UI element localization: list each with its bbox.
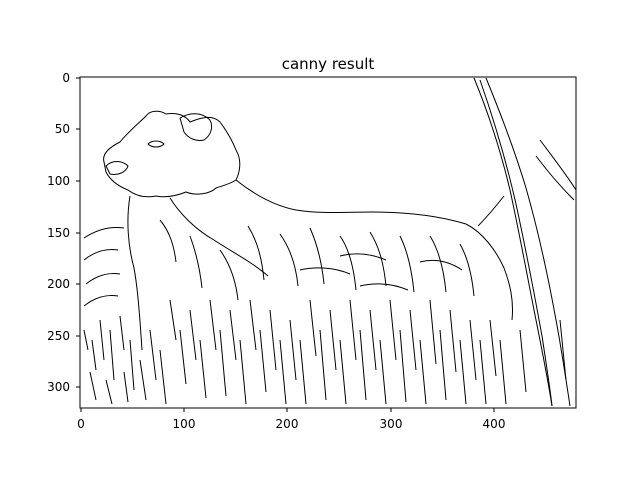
edge-branch-2	[535, 155, 575, 201]
x-tick-label: 100	[173, 417, 196, 431]
edge-texture-3	[83, 227, 463, 307]
x-tick-label: 0	[77, 417, 85, 431]
x-tick-label: 300	[380, 417, 403, 431]
y-tick-label: 300	[47, 380, 70, 394]
edge-dog-chest	[127, 195, 143, 351]
x-tick-label: 400	[483, 417, 506, 431]
y-tick-label: 100	[47, 174, 70, 188]
edge-trunk-left	[473, 77, 553, 407]
y-tick-label: 50	[55, 122, 70, 136]
x-axis: 0 100 200 300 400	[77, 408, 505, 431]
y-tick-label: 0	[62, 71, 70, 85]
image-area	[79, 76, 577, 409]
edge-dog-back	[235, 179, 513, 321]
edge-map	[83, 77, 577, 407]
y-tick-label: 200	[47, 277, 70, 291]
edge-texture-2	[159, 219, 475, 301]
edge-dog-ear	[179, 113, 213, 141]
edge-dog-eye	[147, 140, 165, 148]
edge-texture-1	[83, 299, 567, 405]
edge-trunk-right	[485, 77, 571, 407]
plot-title: canny result	[282, 55, 375, 73]
edge-trunk-inner	[479, 79, 553, 407]
edge-branch	[539, 139, 577, 191]
edge-dog-neck	[169, 197, 269, 277]
y-tick-label: 250	[47, 329, 70, 343]
edge-leash	[477, 195, 505, 227]
edge-dog-snout	[105, 161, 129, 175]
edge-dog-head	[103, 110, 241, 198]
axes-frame	[79, 76, 577, 409]
x-tick-label: 200	[276, 417, 299, 431]
y-axis: 0 50 100 150 200 250 300	[47, 71, 80, 394]
y-tick-label: 150	[47, 226, 70, 240]
